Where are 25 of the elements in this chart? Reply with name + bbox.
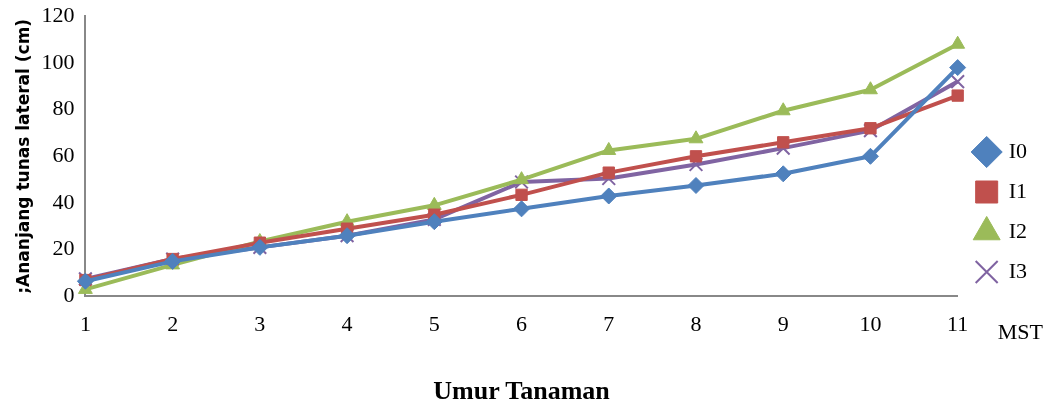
legend-label: I0: [1008, 137, 1027, 163]
x-axis-title: Umur Tanaman: [433, 376, 611, 406]
legend-label: I2: [1008, 217, 1027, 243]
legend-label: I3: [1008, 257, 1027, 283]
y-tick-label: 100: [41, 48, 75, 74]
legend-label: I1: [1008, 177, 1027, 203]
y-axis-title: ;Ananjang tunas lateral (cm): [12, 18, 33, 294]
x-tick-label: 5: [428, 311, 440, 337]
y-tick-label: 60: [52, 142, 75, 168]
y-tick-label: 20: [52, 235, 75, 261]
x-tick-label: 2: [167, 311, 179, 337]
x-tick-label: 4: [341, 311, 353, 337]
x-tick-label: 1: [79, 311, 91, 337]
x-tick-label: 6: [516, 311, 528, 337]
x-tick-label: 3: [254, 311, 266, 337]
x-tick-label: 8: [690, 311, 702, 337]
y-tick-label: 80: [52, 95, 75, 121]
x-tick-label: 7: [603, 311, 615, 337]
y-tick-label: 40: [52, 188, 75, 214]
y-tick-label: 120: [41, 1, 75, 27]
y-tick-label: 0: [63, 282, 75, 308]
x-tick-label: 11: [947, 311, 969, 337]
text: MST: [997, 319, 1044, 345]
x-tick-label: 10: [859, 311, 882, 337]
x-tick-label: 9: [777, 311, 789, 337]
